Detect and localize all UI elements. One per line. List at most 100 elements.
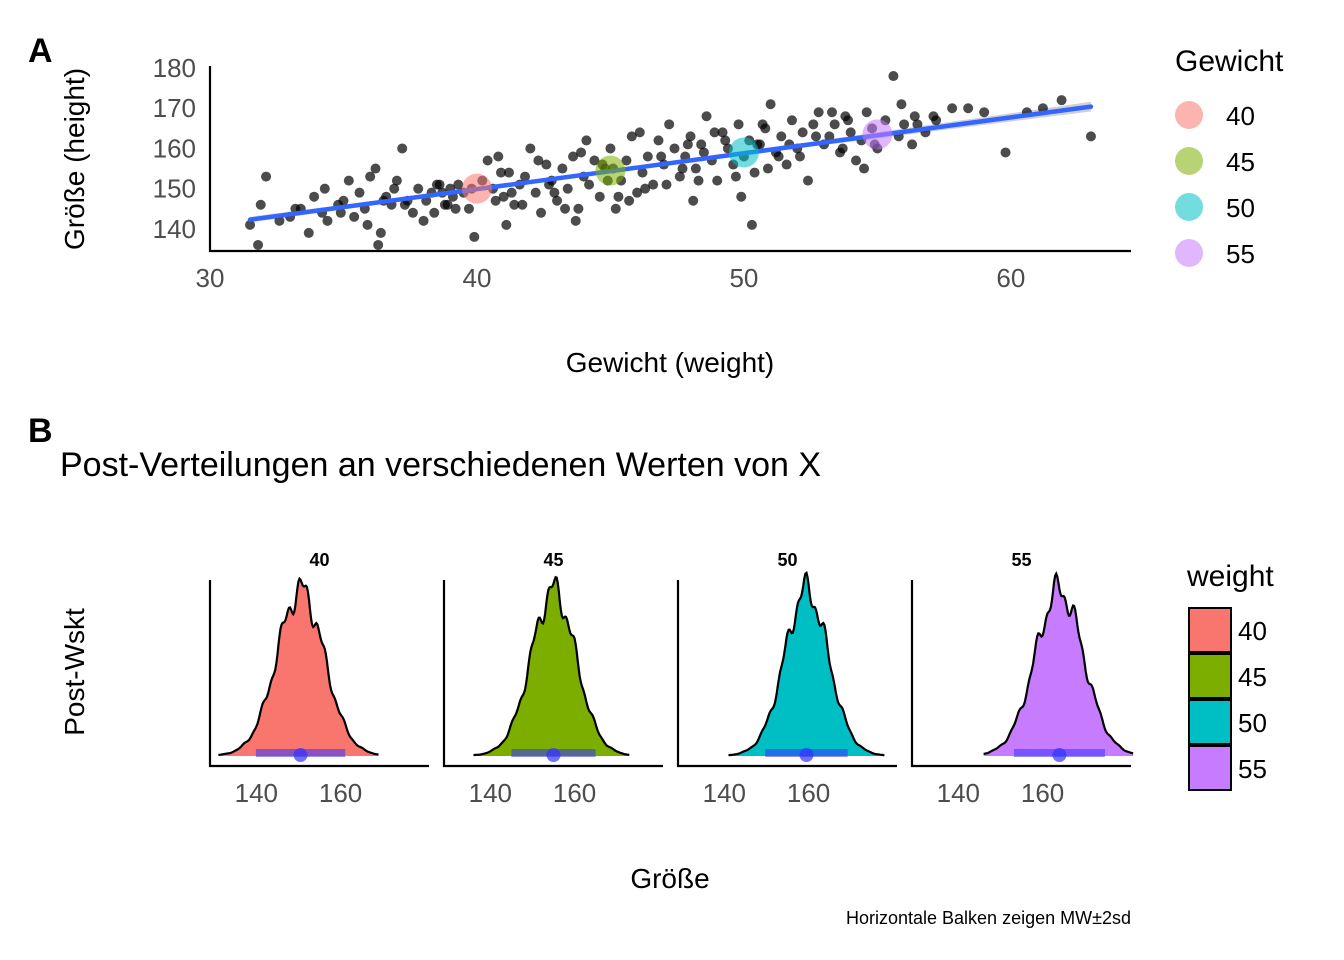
scatter-point (541, 159, 552, 170)
scatter-point (309, 191, 320, 202)
y-tick-label: 140 (153, 214, 196, 244)
density-outline (473, 575, 630, 757)
legend-a-key (1175, 193, 1203, 221)
scatter-point (463, 203, 474, 214)
scatter-point (776, 131, 787, 142)
scatter-point (581, 135, 592, 146)
scatter-point (549, 187, 560, 198)
scatter-point (794, 151, 805, 162)
scatter-point (503, 167, 514, 178)
x-tick-label: 50 (729, 263, 758, 293)
scatter-point (669, 143, 680, 154)
scatter-point (653, 135, 664, 146)
regression-line-group (247, 104, 1094, 222)
scatter-point (642, 151, 653, 162)
scatter-point (912, 119, 923, 130)
scatter-point (576, 147, 587, 158)
panel-a-x-tick-labels: 30 40 50 60 (196, 263, 1026, 293)
legend-b-label: 55 (1238, 754, 1267, 784)
scatter-point (928, 111, 939, 122)
scatter-point (757, 119, 768, 130)
legend-a-key (1175, 101, 1203, 129)
highlighted-point-40 (461, 173, 492, 204)
panel-b-title: Post-Verteilungen an verschiedenen Werte… (60, 446, 821, 484)
facets: 40 140 160 45 140 160 50 140 160 55 140 160 (208, 550, 1134, 808)
scatter-point (717, 127, 728, 138)
scatter-point (682, 139, 693, 150)
scatter-point (490, 195, 501, 206)
density-outline (218, 576, 379, 756)
facet-x-tick-label: 160 (319, 778, 362, 808)
scatter-point (562, 183, 573, 194)
legend-a-title: Gewicht (1175, 45, 1284, 78)
legend-a-label: 45 (1226, 147, 1255, 177)
scatter-point (693, 175, 704, 186)
scatter-point (520, 171, 531, 182)
scatter-point (335, 207, 346, 218)
scatter-point (482, 155, 493, 166)
scatter-point (373, 239, 384, 250)
scatter-point (701, 111, 712, 122)
scatter-point (498, 191, 509, 202)
density-outline (728, 570, 885, 757)
scatter-point (391, 175, 402, 186)
panel-a-y-tick-labels: 140 150 160 170 180 (153, 53, 196, 244)
legend-a-label: 50 (1226, 193, 1255, 223)
panel-b: B Post-Verteilungen an verschiedenen Wer… (28, 412, 1274, 928)
y-tick-label: 180 (153, 53, 196, 83)
legend-a-key (1175, 239, 1203, 267)
scatter-point (557, 163, 568, 174)
scatter-point (501, 219, 512, 230)
density-area (218, 578, 379, 756)
regression-line (247, 104, 1094, 222)
scatter-point (762, 163, 773, 174)
facet-strip-label: 45 (543, 550, 563, 570)
legend-a-label: 40 (1226, 101, 1255, 131)
scatter-point (245, 219, 256, 230)
density-area (983, 573, 1134, 756)
scatter-point (632, 187, 643, 198)
scatter-point (661, 179, 672, 190)
panel-b-x-axis-title: Größe (630, 863, 709, 894)
scatter-point (698, 147, 709, 158)
scatter-point (824, 131, 835, 142)
facet-40: 40 140 160 (208, 550, 429, 808)
panel-b-legend: weight 40 45 50 55 (1186, 560, 1274, 791)
density-area (473, 577, 630, 756)
scatter-point (613, 191, 624, 202)
legend-a-key (1175, 147, 1203, 175)
legend-b-label: 45 (1238, 662, 1267, 692)
scatter-point (338, 195, 349, 206)
scatter-point (963, 103, 974, 114)
scatter-point (354, 187, 365, 198)
facet-strip-label: 50 (777, 550, 797, 570)
scatter-point (1000, 147, 1011, 158)
scatter-point (530, 187, 541, 198)
panel-a-tag: A (28, 32, 53, 70)
scatter-point (637, 167, 648, 178)
scatter-point (685, 131, 696, 142)
legend-a-label: 55 (1226, 239, 1255, 269)
facet-x-tick-label: 140 (235, 778, 278, 808)
scatter-point (255, 199, 266, 210)
scatter-point (786, 115, 797, 126)
highlighted-point-45 (595, 155, 626, 186)
scatter-point (648, 179, 659, 190)
scatter-point (303, 227, 314, 238)
scatter-point (765, 99, 776, 110)
legend-b-key (1188, 653, 1232, 699)
scatter-point (656, 151, 667, 162)
scatter-point (389, 183, 400, 194)
facet-strip-label: 40 (309, 550, 329, 570)
scatter-point (827, 107, 838, 118)
scatter-point (688, 195, 699, 206)
scatter-point (493, 151, 504, 162)
scatter-point (450, 203, 461, 214)
scatter-point (343, 175, 354, 186)
scatter-point (733, 119, 744, 130)
caption: Horizontale Balken zeigen MW±2sd (846, 908, 1131, 928)
panel-b-tag: B (28, 412, 53, 450)
scatter-point (696, 139, 707, 150)
facet-55: 55 140 160 (910, 550, 1134, 808)
scatter-point (690, 163, 701, 174)
